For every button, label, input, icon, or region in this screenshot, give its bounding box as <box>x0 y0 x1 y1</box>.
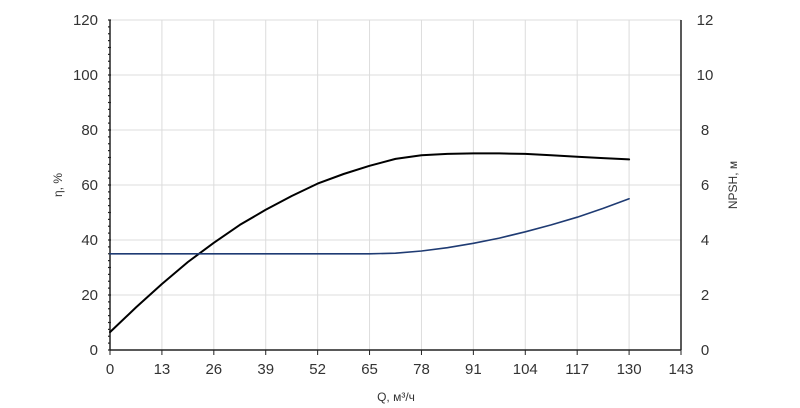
y-right-tick-label: 12 <box>697 12 714 29</box>
y-left-tick-label: 100 <box>73 67 98 84</box>
y-right-tick-label: 6 <box>701 177 709 194</box>
y-right-tick-label: 8 <box>701 122 709 139</box>
y-left-tick-label: 40 <box>81 232 98 249</box>
x-tick-label: 39 <box>257 361 274 378</box>
labels: 0 13 26 39 52 65 78 91 104 117 130 1430204060801001… <box>73 12 713 378</box>
y-right-tick-label: 2 <box>701 287 709 304</box>
y-left-tick-label: 120 <box>73 12 98 29</box>
x-tick-label: 91 <box>465 361 482 378</box>
x-tick-label: 52 <box>309 361 326 378</box>
y-left-tick-label: 20 <box>81 287 98 304</box>
x-tick-label: 13 <box>154 361 171 378</box>
x-axis-title: Q, м³/ч <box>377 390 415 404</box>
y-left-tick-label: 80 <box>81 122 98 139</box>
y-left-tick-label: 60 <box>81 177 98 194</box>
y-right-tick-label: 10 <box>697 67 714 84</box>
y-right-tick-label: 0 <box>701 342 709 359</box>
y-right-tick-label: 4 <box>701 232 709 249</box>
x-tick-label: 65 <box>361 361 378 378</box>
x-tick-label: 0 <box>106 361 114 378</box>
x-tick-label: 78 <box>413 361 430 378</box>
x-tick-label: 130 <box>617 361 642 378</box>
x-tick-label: 117 <box>565 361 589 378</box>
y-axis-right-title: NPSH, м <box>726 161 740 209</box>
x-tick-label: 104 <box>513 361 538 378</box>
y-axis-left-title: η, % <box>51 173 65 197</box>
npsh-series-line <box>109 198 630 255</box>
series-layer <box>109 152 631 334</box>
y-left-tick-label: 0 <box>90 342 98 359</box>
x-tick-label: 143 <box>668 361 693 378</box>
axes <box>109 20 682 355</box>
x-tick-label: 26 <box>205 361 222 378</box>
grid <box>109 19 682 351</box>
efficiency-series-line <box>109 152 631 334</box>
